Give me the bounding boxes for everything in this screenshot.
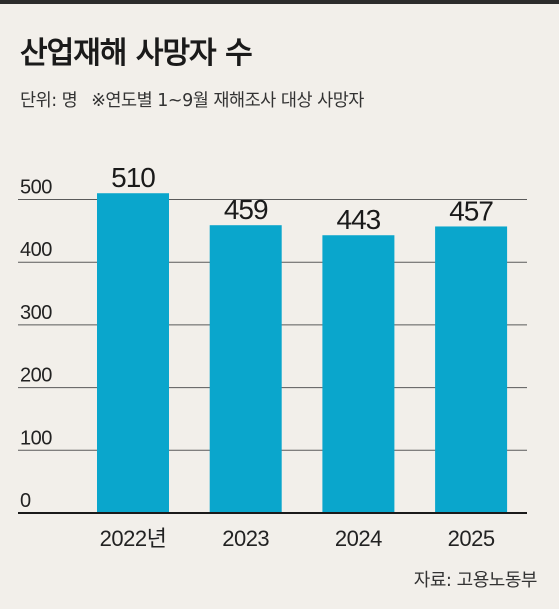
data-label: 457 [449, 195, 493, 226]
x-tick-label: 2023 [222, 526, 269, 551]
data-label: 443 [337, 204, 381, 235]
bar [322, 235, 395, 513]
chart-title: 산업재해 사망자 수 [20, 36, 253, 71]
data-label: 459 [224, 194, 268, 225]
bar-layer [97, 193, 508, 514]
unit-label: 단위: 명 [20, 91, 78, 111]
y-tick-label: 500 [20, 177, 52, 199]
y-tick-label: 300 [20, 302, 52, 324]
y-tick-label: 0 [20, 490, 31, 512]
x-tick-label: 2024 [335, 526, 382, 551]
x-tick-label: 2022년 [100, 526, 167, 551]
y-tick-label: 100 [20, 427, 52, 449]
bar [209, 225, 282, 513]
y-tick-label: 400 [20, 239, 52, 261]
source-note: 자료: 고용노동부 [413, 570, 538, 591]
note-label: ※연도별 1~9월 재해조사 대상 사망자 [91, 91, 364, 111]
chart-subtitle: 단위: 명 ※연도별 1~9월 재해조사 대상 사망자 [20, 87, 364, 112]
label-layer: 0 100 200 300 400 500 510 2022년 459 2023 443 2024 45… [20, 162, 495, 551]
bar [97, 193, 169, 514]
y-tick-label: 200 [20, 365, 52, 387]
data-label: 510 [111, 162, 155, 193]
x-tick-label: 2025 [448, 526, 495, 551]
top-rule [0, 0, 559, 4]
bar [435, 226, 508, 513]
